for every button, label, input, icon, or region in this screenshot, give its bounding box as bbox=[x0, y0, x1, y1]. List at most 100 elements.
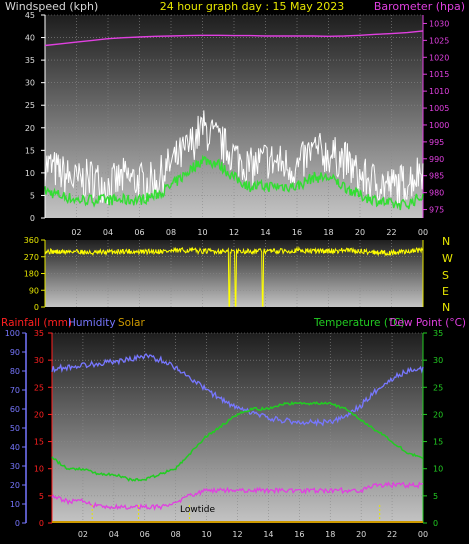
humidity-tick-label: 70 bbox=[10, 386, 20, 395]
lower-x-tick-label: 06 bbox=[140, 530, 150, 539]
lower-x-tick-label: 10 bbox=[201, 530, 211, 539]
temperature-tick-label: 20 bbox=[433, 410, 443, 419]
temperature-tick-label: 5 bbox=[433, 492, 438, 501]
temperature-series bbox=[51, 400, 424, 482]
wind-x-tick-label: 02 bbox=[71, 228, 81, 237]
wind-tick-label: 5 bbox=[30, 191, 35, 200]
wind-x-tick-label: 20 bbox=[355, 228, 365, 237]
temperature-title: Temperature (°C) bbox=[313, 317, 405, 329]
humidity-tick-label: 20 bbox=[10, 481, 20, 490]
rainfall-tick-label: 10 bbox=[34, 465, 44, 474]
humidity-series bbox=[51, 353, 424, 427]
lower-x-tick-label: 00 bbox=[418, 530, 428, 539]
wind-average-series bbox=[44, 154, 424, 211]
dir-letter-w: W bbox=[442, 252, 453, 265]
rainfall-tick-label: 15 bbox=[34, 438, 44, 447]
humidity-tick-label: 90 bbox=[10, 348, 20, 357]
temperature-tick-label: 30 bbox=[433, 356, 443, 365]
lower-x-tick-label: 02 bbox=[78, 530, 88, 539]
rainfall-tick-label: 20 bbox=[34, 410, 44, 419]
lowtide-label: Lowtide bbox=[180, 505, 215, 515]
wind-tick-label: 20 bbox=[25, 124, 35, 133]
wind-tick-label: 0 bbox=[30, 214, 35, 223]
humidity-tick-label: 80 bbox=[10, 367, 20, 376]
rainfall-tick-label: 35 bbox=[34, 329, 44, 338]
temperature-tick-label: 0 bbox=[433, 519, 438, 528]
dir-letter-s: S bbox=[442, 269, 449, 282]
barometer-tick-label: 975 bbox=[429, 206, 444, 215]
direction-tick-label: 90 bbox=[29, 286, 39, 295]
barometer-series bbox=[44, 30, 424, 47]
dir-letter-n-top: N bbox=[442, 235, 450, 248]
wind-tick-label: 35 bbox=[25, 56, 35, 65]
barometer-tick-label: 1030 bbox=[429, 19, 449, 28]
wind-x-tick-label: 10 bbox=[197, 228, 207, 237]
wind-x-tick-label: 12 bbox=[229, 228, 239, 237]
humidity-title: Humidity bbox=[68, 317, 116, 329]
wind-tick-label: 45 bbox=[25, 11, 35, 20]
barometer-title: Barometer (hpa) bbox=[374, 0, 465, 13]
windspeed-title: Windspeed (kph) bbox=[5, 0, 98, 13]
lower-x-tick-label: 04 bbox=[109, 530, 119, 539]
wind-gust-series bbox=[44, 110, 424, 205]
wind-x-tick-label: 04 bbox=[103, 228, 113, 237]
rainfall-tick-label: 5 bbox=[39, 492, 44, 501]
direction-tick-label: 270 bbox=[24, 253, 39, 262]
wind-x-tick-label: 06 bbox=[134, 228, 144, 237]
barometer-tick-label: 980 bbox=[429, 189, 444, 198]
lower-x-tick-label: 20 bbox=[356, 530, 366, 539]
direction-tick-label: 0 bbox=[34, 303, 39, 312]
barometer-line bbox=[44, 30, 424, 47]
temperature-tick-label: 10 bbox=[433, 465, 443, 474]
wind-x-tick-label: 22 bbox=[386, 228, 396, 237]
dir-letter-e: E bbox=[442, 285, 449, 298]
barometer-tick-label: 985 bbox=[429, 172, 444, 181]
humidity-tick-label: 10 bbox=[10, 500, 20, 509]
barometer-tick-label: 995 bbox=[429, 138, 444, 147]
wind-x-tick-label: 14 bbox=[260, 228, 270, 237]
humidity-tick-label: 50 bbox=[10, 424, 20, 433]
dir-letter-n-bottom: N bbox=[442, 301, 450, 314]
rainfall-tick-label: 30 bbox=[34, 356, 44, 365]
dewpoint-series bbox=[51, 481, 424, 511]
lower-x-tick-label: 22 bbox=[387, 530, 397, 539]
wind-tick-label: 25 bbox=[25, 101, 35, 110]
humidity-tick-label: 40 bbox=[10, 443, 20, 452]
direction-tick-label: 180 bbox=[24, 270, 39, 279]
wind-tick-label: 15 bbox=[25, 146, 35, 155]
humidity-tick-label: 60 bbox=[10, 405, 20, 414]
wind-x-tick-label: 00 bbox=[418, 228, 428, 237]
lower-panel-background bbox=[52, 333, 423, 523]
wind-tick-label: 30 bbox=[25, 79, 35, 88]
tide-markers bbox=[52, 505, 423, 523]
wind-tick-label: 10 bbox=[25, 169, 35, 178]
barometer-tick-label: 1025 bbox=[429, 36, 449, 45]
lower-x-tick-label: 14 bbox=[263, 530, 273, 539]
humidity-line bbox=[51, 353, 424, 427]
wind-direction-line bbox=[44, 246, 424, 307]
direction-tick-label: 360 bbox=[24, 236, 39, 245]
barometer-tick-label: 1010 bbox=[429, 87, 449, 96]
humidity-tick-label: 30 bbox=[10, 462, 20, 471]
rainfall-title: Rainfall (mm) bbox=[1, 317, 72, 329]
rainfall-tick-label: 0 bbox=[39, 519, 44, 528]
solar-title: Solar bbox=[118, 317, 145, 329]
barometer-tick-label: 1015 bbox=[429, 70, 449, 79]
barometer-tick-label: 990 bbox=[429, 155, 444, 164]
graph-date-title: 24 hour graph day : 15 May 2023 bbox=[160, 0, 345, 13]
temperature-line bbox=[51, 400, 424, 482]
barometer-tick-label: 1000 bbox=[429, 121, 449, 130]
wind-x-tick-label: 18 bbox=[323, 228, 333, 237]
temperature-tick-label: 15 bbox=[433, 438, 443, 447]
wind-x-tick-label: 08 bbox=[166, 228, 176, 237]
dewpoint-title: Dew Point (°C) bbox=[389, 317, 466, 329]
wind-gust-line bbox=[44, 110, 424, 205]
temperature-tick-label: 35 bbox=[433, 329, 443, 338]
lower-x-tick-label: 08 bbox=[171, 530, 181, 539]
rainfall-tick-label: 25 bbox=[34, 383, 44, 392]
wind-average-line bbox=[44, 154, 424, 211]
dewpoint-line bbox=[51, 481, 424, 511]
wind-direction-series bbox=[44, 246, 424, 307]
barometer-tick-label: 1020 bbox=[429, 53, 449, 62]
